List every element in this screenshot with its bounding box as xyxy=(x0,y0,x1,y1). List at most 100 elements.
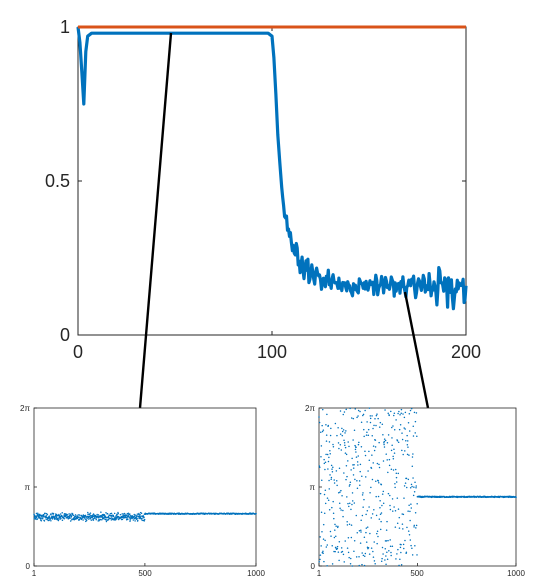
scatter-point xyxy=(321,479,323,482)
scatter-point xyxy=(366,431,368,433)
scatter-point xyxy=(100,511,102,513)
scatter-point xyxy=(334,550,336,553)
scatter-point xyxy=(318,421,321,424)
scatter-point xyxy=(126,515,129,518)
scatter-point xyxy=(52,512,55,515)
scatter-point xyxy=(141,517,143,520)
scatter-point xyxy=(364,409,366,412)
scatter-point xyxy=(138,512,140,515)
main-series-group xyxy=(76,25,468,311)
scatter-point xyxy=(347,551,350,554)
scatter-point xyxy=(318,561,320,563)
scatter-point xyxy=(349,407,351,410)
scatter-point xyxy=(129,513,131,515)
scatter-point xyxy=(43,514,45,517)
scatter-point xyxy=(336,545,339,548)
scatter-point xyxy=(355,451,357,453)
scatter-point xyxy=(113,512,116,515)
scatter-point xyxy=(369,421,372,424)
scatter-point xyxy=(402,413,404,415)
scatter-point xyxy=(390,554,392,557)
scatter-point xyxy=(399,423,402,426)
scatter-point xyxy=(376,532,378,535)
scatter-point xyxy=(50,519,52,522)
scatter-point xyxy=(342,553,345,556)
scatter-point xyxy=(333,479,335,481)
scatter-point xyxy=(408,454,410,456)
scatter-point xyxy=(51,516,54,519)
scatter-point xyxy=(326,564,328,567)
scatter-point xyxy=(364,552,367,555)
scatter-point xyxy=(331,563,334,565)
scatter-point xyxy=(346,520,348,523)
scatter-point xyxy=(396,522,399,524)
scatter-point xyxy=(341,550,344,553)
scatter-point xyxy=(320,431,322,433)
scatter-point xyxy=(390,449,393,452)
scatter-point xyxy=(87,518,90,520)
scatter-point xyxy=(411,465,414,467)
scatter-point xyxy=(363,564,366,567)
scatter-point xyxy=(413,411,416,414)
inset-left-y-tick-0: 0 xyxy=(26,562,31,571)
scatter-point xyxy=(387,434,390,436)
scatter-point xyxy=(106,512,109,515)
scatter-point xyxy=(387,539,389,542)
scatter-point xyxy=(341,434,344,437)
scatter-point xyxy=(354,408,357,410)
scatter-point xyxy=(365,527,368,529)
scatter-point xyxy=(344,446,347,449)
scatter-point xyxy=(363,498,365,501)
scatter-point xyxy=(404,411,407,414)
scatter-point xyxy=(111,515,113,518)
scatter-point xyxy=(363,428,365,431)
scatter-point xyxy=(401,523,404,525)
scatter-point xyxy=(364,555,366,557)
scatter-point xyxy=(343,442,346,444)
scatter-point xyxy=(359,484,361,486)
scatter-point xyxy=(388,464,391,467)
scatter-point xyxy=(399,558,401,561)
inset-right-x-tick-1: 1 xyxy=(317,569,322,578)
scatter-point xyxy=(343,439,345,442)
scatter-point xyxy=(371,478,374,481)
scatter-point xyxy=(336,434,338,437)
scatter-point xyxy=(318,465,321,467)
scatter-point xyxy=(412,453,414,455)
scatter-point xyxy=(341,430,344,433)
scatter-point xyxy=(366,421,368,423)
scatter-point xyxy=(374,446,377,448)
scatter-point xyxy=(347,441,349,443)
scatter-point xyxy=(415,486,417,489)
scatter-point xyxy=(412,425,415,427)
scatter-point xyxy=(325,424,327,426)
scatter-point xyxy=(398,428,401,431)
scatter-point xyxy=(368,407,371,409)
scatter-point xyxy=(414,432,416,434)
scatter-point xyxy=(110,519,113,521)
scatter-point xyxy=(136,513,139,515)
scatter-point xyxy=(37,512,39,515)
scatter-point xyxy=(337,491,340,494)
scatter-point xyxy=(92,519,95,521)
scatter-point xyxy=(366,526,369,528)
scatter-point xyxy=(370,547,373,549)
scatter-point xyxy=(45,514,47,517)
scatter-point xyxy=(348,505,350,508)
scatter-point xyxy=(396,439,399,442)
scatter-point xyxy=(327,424,330,427)
scatter-point xyxy=(352,474,355,476)
scatter-point xyxy=(406,434,408,437)
scatter-point xyxy=(98,519,100,522)
scatter-point xyxy=(129,520,131,522)
scatter-point xyxy=(99,518,102,521)
scatter-point xyxy=(394,509,397,512)
scatter-point xyxy=(410,407,413,410)
scatter-point xyxy=(404,450,406,452)
scatter-point xyxy=(105,519,107,521)
scatter-point xyxy=(123,512,126,515)
scatter-point xyxy=(136,517,138,520)
scatter-point xyxy=(368,450,370,453)
scatter-point xyxy=(369,415,372,417)
scatter-point xyxy=(90,519,93,521)
